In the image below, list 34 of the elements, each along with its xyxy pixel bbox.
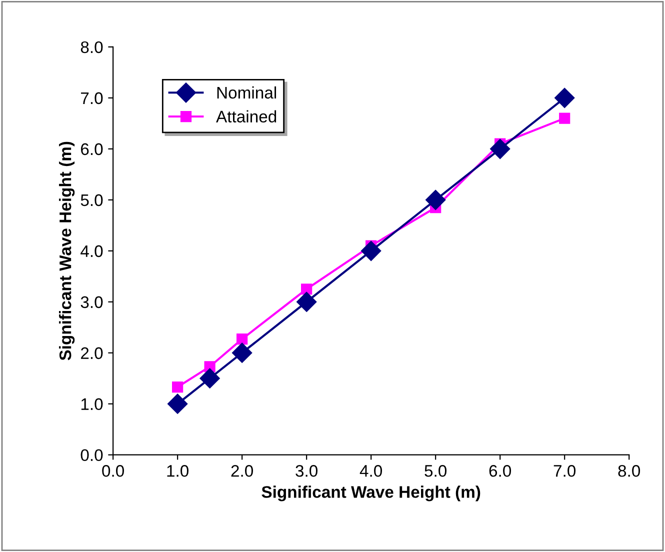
point bbox=[559, 112, 570, 124]
point bbox=[301, 284, 312, 295]
point bbox=[236, 334, 248, 345]
point bbox=[296, 292, 317, 312]
point bbox=[426, 190, 446, 210]
y-tick-label: 1.0 bbox=[81, 398, 103, 410]
x-tick-label: 5.0 bbox=[424, 465, 447, 477]
x-tick-label: 1.0 bbox=[167, 465, 188, 477]
point bbox=[490, 138, 510, 159]
point bbox=[200, 368, 220, 388]
point bbox=[168, 394, 188, 414]
y-tick-label: 7.0 bbox=[81, 92, 103, 104]
legend-label: Nominal bbox=[217, 86, 276, 99]
x-tick-label: 4.0 bbox=[360, 465, 382, 477]
y-tick-label: 3.0 bbox=[80, 296, 103, 308]
legend-label: Attained bbox=[216, 110, 276, 123]
x-tick-label: 2.0 bbox=[231, 465, 253, 477]
y-tick-label: 5.0 bbox=[80, 194, 103, 206]
y-tick-label: 6.0 bbox=[81, 143, 103, 156]
y-tick-label: 0.0 bbox=[80, 449, 103, 462]
y-tick-label: 8.0 bbox=[80, 41, 103, 54]
point bbox=[172, 381, 184, 393]
y-tick-label: 2.0 bbox=[81, 347, 103, 360]
x-tick-label: 0.0 bbox=[102, 465, 124, 477]
point bbox=[361, 240, 382, 261]
x-tick-label: 8.0 bbox=[618, 465, 640, 477]
y-axis-title: Significant Wave Height (m) bbox=[58, 142, 75, 360]
x-axis-title: Significant Wave Height (m) bbox=[262, 486, 480, 502]
point bbox=[232, 342, 252, 363]
x-tick-label: 3.0 bbox=[296, 465, 318, 477]
x-tick-label: 7.0 bbox=[554, 465, 576, 477]
point bbox=[554, 88, 575, 108]
x-tick-label: 6.0 bbox=[489, 465, 512, 477]
y-tick-label: 4.0 bbox=[80, 245, 103, 258]
